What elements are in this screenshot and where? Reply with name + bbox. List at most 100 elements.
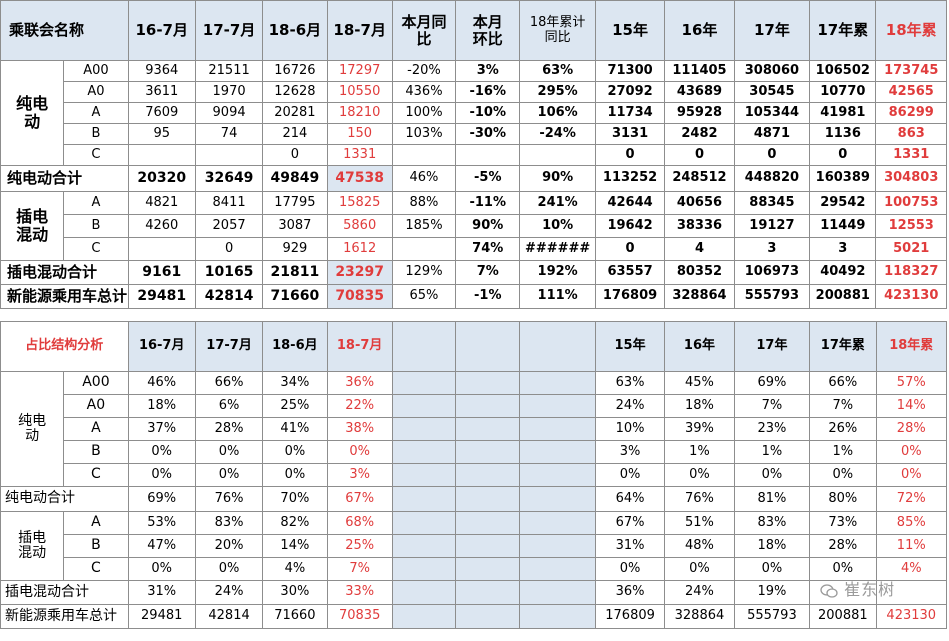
value-cell: 68% — [326, 511, 393, 535]
value-cell: 20281 — [262, 102, 328, 124]
value-cell: 11449 — [809, 214, 877, 238]
table-row: B 4260 2057 3087 5860 185% 90% 10% 19642 38336 191… — [1, 214, 947, 238]
value-cell: -1% — [455, 284, 521, 309]
value-cell: 10% — [594, 417, 666, 441]
value-cell: 64% — [594, 486, 666, 512]
table-row: A 7609 9094 20281 18210 100% -10% 106% 11734 9592… — [1, 102, 947, 124]
value-cell: 18% — [127, 394, 196, 418]
empty-cell — [519, 371, 596, 395]
value-cell: 28% — [875, 417, 947, 441]
value-cell: 423130 — [875, 604, 947, 629]
empty-cell — [455, 557, 521, 581]
empty-cell — [519, 486, 596, 512]
value-cell: -11% — [455, 191, 521, 215]
value-cell: 7609 — [127, 102, 196, 124]
value-cell: 328864 — [664, 284, 735, 309]
value-cell: 9364 — [127, 60, 196, 82]
value-cell: 70835 — [326, 284, 393, 309]
value-cell: 38% — [326, 417, 393, 441]
value-cell: 51% — [664, 511, 735, 535]
summary-label: 插电混动合计 — [0, 580, 129, 605]
value-cell: 0% — [127, 463, 196, 487]
value-cell: 23% — [733, 417, 811, 441]
value-cell — [127, 144, 196, 166]
value-cell: 90% — [455, 214, 521, 238]
summary-label: 新能源乘用车总计 — [0, 284, 129, 309]
value-cell: 12628 — [262, 81, 328, 103]
value-cell: 10% — [519, 214, 596, 238]
segment-label: A — [63, 102, 129, 124]
value-cell: 118327 — [875, 260, 947, 285]
value-cell: 176809 — [594, 604, 666, 629]
header-col: 18年累计同比 — [519, 0, 596, 61]
empty-cell — [391, 394, 457, 418]
value-cell: 113252 — [594, 165, 666, 192]
value-cell: -5% — [455, 165, 521, 192]
value-cell: 11734 — [594, 102, 666, 124]
value-cell: 81% — [733, 486, 811, 512]
value-cell: 19127 — [733, 214, 811, 238]
segment-label: B — [63, 440, 129, 464]
value-cell: 0% — [733, 463, 811, 487]
value-cell: 67% — [594, 511, 666, 535]
value-cell: 0% — [809, 463, 877, 487]
value-cell: 47% — [127, 534, 196, 558]
value-cell: 111405 — [664, 60, 735, 82]
empty-cell — [391, 440, 457, 464]
value-cell: 0% — [809, 557, 877, 581]
segment-label: A0 — [63, 81, 129, 103]
value-cell — [519, 144, 596, 166]
value-cell: 69% — [733, 371, 811, 395]
value-cell: -30% — [455, 123, 521, 145]
sales-table: 乘联会名称 16-7月 17-7月 18-6月 18-7月 本月同比 本月环比 … — [0, 0, 947, 309]
header-col: 本月同比 — [391, 0, 457, 61]
value-cell: 7% — [809, 394, 877, 418]
value-cell: 86299 — [875, 102, 947, 124]
value-cell: 16726 — [262, 60, 328, 82]
value-cell: 100% — [391, 102, 457, 124]
value-cell: 0% — [594, 463, 666, 487]
value-cell: 0% — [194, 463, 264, 487]
value-cell: 0% — [262, 440, 328, 464]
value-cell: 66% — [809, 371, 877, 395]
header-title: 乘联会名称 — [0, 0, 129, 61]
value-cell: 42644 — [594, 191, 666, 215]
value-cell: 30% — [262, 580, 328, 605]
table-row: C 0% 0% 0% 3% 0% 0% 0% 0% 0% — [1, 463, 947, 487]
value-cell: 37% — [127, 417, 196, 441]
empty-cell — [455, 394, 521, 418]
value-cell: 423130 — [875, 284, 947, 309]
summary-label: 插电混动合计 — [0, 260, 129, 285]
value-cell: 160389 — [809, 165, 877, 192]
header-col: 17年累 — [809, 321, 877, 372]
value-cell: 0% — [262, 463, 328, 487]
value-cell: 18% — [664, 394, 735, 418]
value-cell: 1% — [809, 440, 877, 464]
value-cell: 0 — [262, 144, 328, 166]
segment-label: C — [63, 557, 129, 581]
value-cell: 4260 — [127, 214, 196, 238]
value-cell: 29481 — [127, 604, 196, 629]
value-cell: 10550 — [326, 81, 393, 103]
value-cell: 929 — [262, 237, 328, 261]
value-cell: 5860 — [326, 214, 393, 238]
segment-label: A — [63, 511, 129, 535]
header-col: 17-7月 — [194, 0, 264, 61]
value-cell: 63557 — [594, 260, 666, 285]
value-cell: 14% — [262, 534, 328, 558]
value-cell: 66% — [194, 371, 264, 395]
value-cell: 2482 — [664, 123, 735, 145]
table-row: B 95 74 214 150 103% -30% -24% 3131 2482 4871 1136 8… — [1, 123, 947, 145]
value-cell: 1331 — [875, 144, 947, 166]
segment-label: B — [63, 214, 129, 238]
value-cell: -24% — [519, 123, 596, 145]
summary-row: 纯电动合计 69% 76% 70% 67% 64% 76% 81% 80% 72% — [0, 486, 947, 512]
value-cell: 3087 — [262, 214, 328, 238]
value-cell: 17795 — [262, 191, 328, 215]
value-cell: 28% — [194, 417, 264, 441]
segment-label: B — [63, 534, 129, 558]
segment-label: A00 — [63, 371, 129, 395]
value-cell: 43689 — [664, 81, 735, 103]
value-cell: 4821 — [127, 191, 196, 215]
header-col: 17-7月 — [194, 321, 264, 372]
